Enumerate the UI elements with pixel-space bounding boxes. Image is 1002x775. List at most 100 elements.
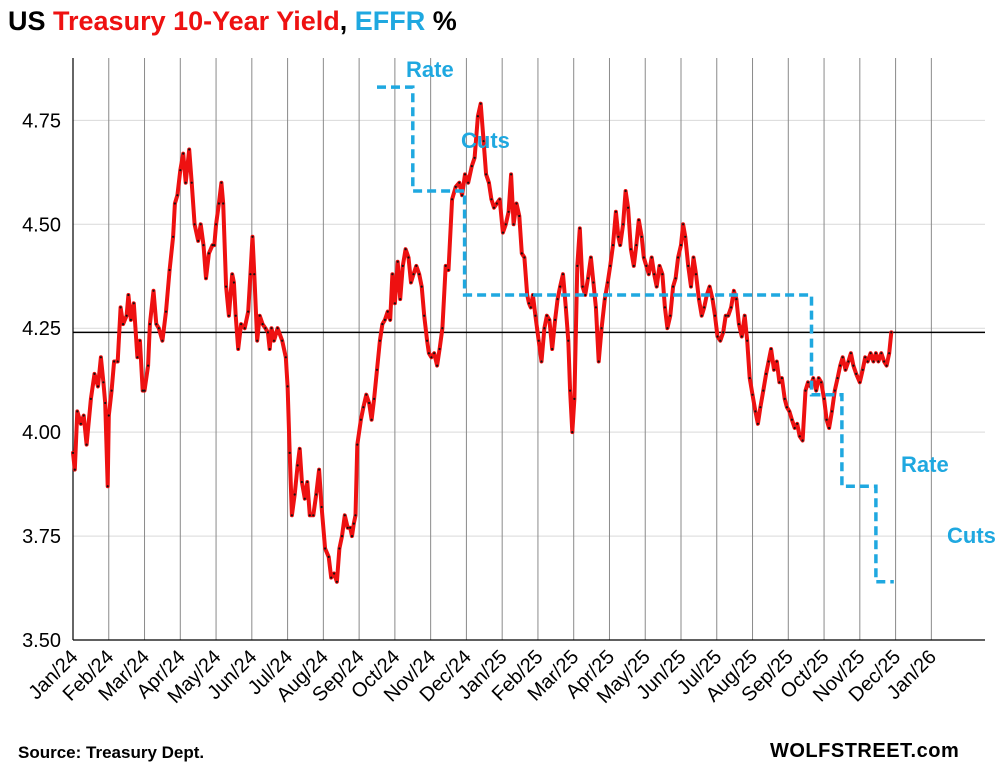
yield-data-point: [401, 264, 404, 267]
yield-data-point: [569, 389, 572, 392]
yield-data-point: [498, 198, 501, 201]
yield-data-point: [578, 227, 581, 230]
yield-data-point: [740, 335, 743, 338]
yield-data-point: [207, 252, 210, 255]
yield-data-point: [812, 377, 815, 380]
yield-data-point: [866, 360, 869, 363]
yield-data-point: [293, 493, 296, 496]
yield-data-point: [677, 256, 680, 259]
yield-data-point: [85, 443, 88, 446]
yield-data-point: [404, 248, 407, 251]
yield-data-point: [735, 298, 738, 301]
yield-data-point: [264, 327, 267, 330]
yield-data-point: [635, 244, 638, 247]
yield-data-point: [463, 173, 467, 176]
yield-data-point: [199, 223, 202, 226]
yield-data-point: [473, 156, 476, 159]
yield-data-point: [467, 181, 470, 184]
yield-data-point: [193, 223, 196, 226]
yield-data-point: [352, 522, 355, 525]
yield-data-point: [504, 223, 507, 226]
yield-data-point: [632, 264, 635, 267]
yield-data-point: [556, 298, 559, 301]
yield-data-point: [611, 244, 615, 247]
yield-data-point: [173, 202, 176, 205]
yield-data-point: [619, 244, 622, 247]
yield-data-point: [147, 364, 150, 367]
yield-data-point: [711, 298, 714, 301]
yield-data-point: [430, 356, 433, 359]
yield-data-point: [268, 347, 271, 351]
yield-data-point: [217, 202, 220, 205]
yield-data-point: [861, 368, 864, 371]
yield-data-point: [300, 480, 303, 484]
yield-data-point: [113, 360, 116, 363]
y-tick-label: 3.75: [22, 526, 61, 548]
yield-data-point: [581, 285, 584, 288]
yield-data-point: [732, 289, 736, 292]
yield-data-point: [188, 148, 191, 151]
yield-data-point: [335, 580, 338, 583]
yield-data-point: [527, 302, 531, 305]
yield-data-point: [338, 547, 341, 550]
yield-data-point: [684, 235, 687, 238]
yield-data-point: [82, 414, 85, 417]
yield-data-point: [288, 451, 291, 454]
yield-data-point: [501, 231, 504, 234]
y-tick-label: 4.50: [22, 214, 61, 236]
yield-data-point: [340, 535, 344, 538]
yield-data-point: [172, 235, 175, 238]
yield-data-point: [182, 152, 185, 155]
yield-data-point: [642, 256, 645, 259]
yield-data-point: [687, 264, 690, 267]
yield-data-point: [281, 339, 284, 342]
yield-data-point: [127, 293, 130, 297]
yield-data-point: [407, 256, 410, 259]
yield-data-point: [561, 273, 565, 276]
yield-data-point: [454, 185, 457, 188]
yield-data-point: [492, 206, 496, 209]
yield-data-point: [540, 360, 543, 363]
y-tick-label: 4.00: [22, 422, 61, 444]
yield-data-point: [476, 115, 479, 118]
yield-data-point: [461, 194, 464, 197]
yield-data-point: [697, 298, 701, 301]
yield-data-point: [529, 306, 532, 309]
yield-data-point: [106, 485, 109, 488]
yield-data-point: [286, 385, 289, 388]
yield-data-point: [756, 422, 760, 425]
yield-data-point: [176, 194, 179, 197]
yield-data-point: [806, 381, 810, 384]
yield-data-point: [436, 364, 439, 367]
yield-data-point: [573, 397, 576, 400]
yield-data-point: [276, 327, 279, 330]
grid-lines: [72, 58, 985, 640]
axes: 3.503.754.004.254.504.75Jan/24Feb/24Mar/…: [22, 58, 985, 708]
yield-data-point: [247, 310, 250, 313]
yield-data-point: [73, 468, 76, 471]
yield-data-point: [370, 418, 373, 421]
yield-data-point: [495, 202, 498, 205]
yield-data-point: [722, 331, 725, 334]
yield-data-point: [232, 281, 235, 284]
yield-data-point: [828, 426, 831, 430]
yield-data-point: [375, 368, 379, 371]
brand-logo: WOLFSTREET.com: [770, 740, 960, 762]
yield-data-point: [116, 360, 119, 363]
yield-data-point: [554, 318, 557, 321]
yield-data-point: [240, 323, 243, 326]
yield-data-point: [389, 318, 392, 321]
yield-data-point: [266, 331, 269, 334]
yield-data-point: [743, 314, 746, 317]
yield-data-point: [249, 273, 252, 276]
yield-data-point: [888, 352, 891, 355]
yield-data-point: [272, 339, 276, 342]
annotation-rate-2: Rate: [901, 452, 949, 477]
yield-data-point: [119, 306, 122, 309]
yield-data-point: [256, 339, 259, 342]
yield-data-point: [102, 381, 105, 384]
yield-data-point: [393, 302, 396, 305]
yield-data-point: [518, 214, 521, 218]
yield-data-point: [830, 410, 834, 413]
